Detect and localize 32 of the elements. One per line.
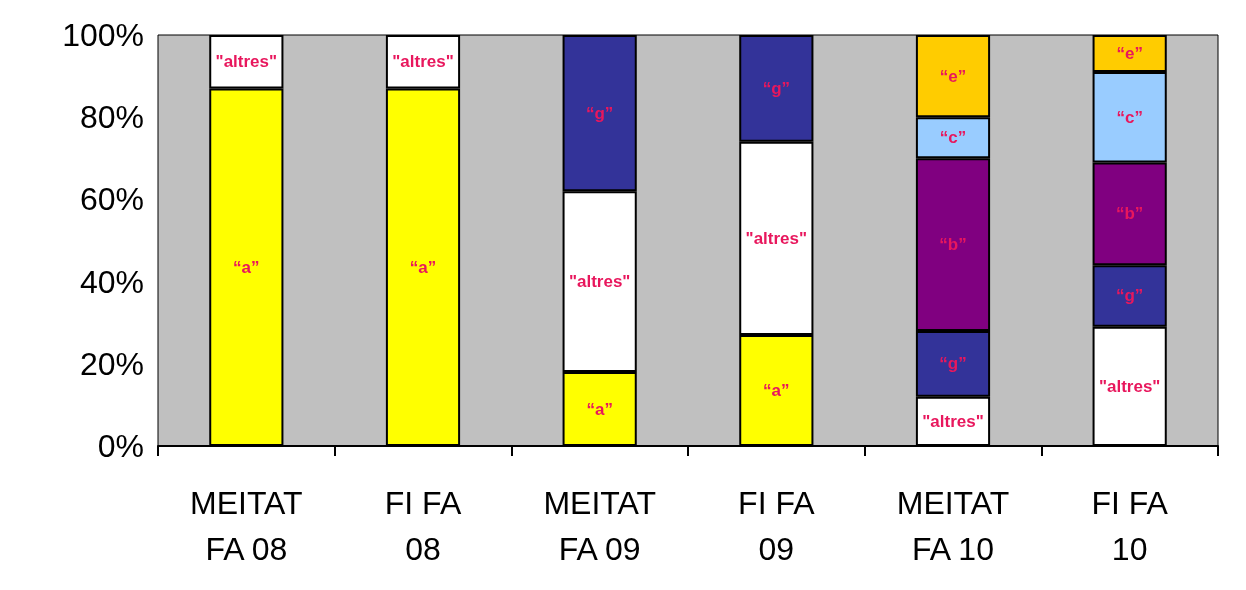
text: "altres"	[745, 228, 808, 248]
text: "altres"	[1098, 376, 1161, 396]
x-tick-label: MEITAT FA 09	[543, 485, 656, 567]
x-tick-label: FI FA 09	[738, 485, 816, 567]
text: "altres"	[922, 411, 984, 431]
text: "altres"	[215, 52, 278, 72]
y-tick-label: 20%	[79, 345, 144, 382]
series-label: “e”	[1116, 43, 1143, 63]
series-label: “a”	[586, 399, 613, 419]
series-label: "altres"	[568, 272, 631, 292]
series-label: “g”	[1115, 286, 1144, 306]
x-tick-label: MEITAT FA 10	[896, 485, 1010, 567]
text: “g”	[762, 78, 791, 98]
y-tick-label: 0%	[97, 428, 144, 464]
text: “g”	[939, 354, 967, 374]
x-tick-label: MEITAT FA 08	[190, 485, 303, 567]
x-tick-label: FI FA 10	[1091, 485, 1169, 567]
y-tick-label: 80%	[79, 99, 144, 136]
x-tick-label: FI FA 08	[384, 485, 462, 567]
series-label: “c”	[939, 128, 967, 148]
text: “g”	[585, 103, 614, 123]
y-tick-label: 100%	[62, 17, 144, 53]
text: “a”	[763, 381, 790, 401]
text: “e”	[939, 66, 967, 86]
text: “a”	[409, 257, 437, 277]
y-tick-label: 40%	[79, 263, 144, 300]
y-tick-label: 60%	[79, 181, 144, 218]
text: “b”	[1115, 204, 1144, 224]
series-label: “b”	[939, 235, 967, 255]
text: “a”	[233, 257, 260, 277]
text: “c”	[1116, 107, 1143, 127]
text: "altres"	[392, 52, 454, 72]
